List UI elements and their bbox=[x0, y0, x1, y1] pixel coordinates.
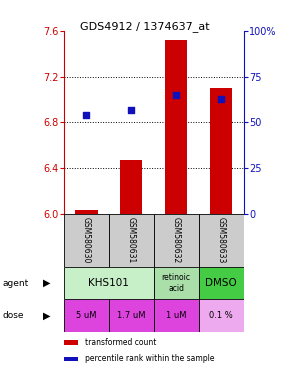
Text: GSM580633: GSM580633 bbox=[217, 217, 226, 263]
Text: DMSO: DMSO bbox=[205, 278, 237, 288]
Bar bbox=[64, 214, 109, 267]
Text: 1 uM: 1 uM bbox=[166, 311, 186, 320]
Bar bbox=[154, 267, 199, 300]
Text: percentile rank within the sample: percentile rank within the sample bbox=[85, 354, 215, 363]
Text: 0.1 %: 0.1 % bbox=[209, 311, 233, 320]
Text: 5 uM: 5 uM bbox=[76, 311, 97, 320]
Bar bbox=[109, 214, 154, 267]
Text: ▶: ▶ bbox=[43, 311, 50, 321]
Text: GDS4912 / 1374637_at: GDS4912 / 1374637_at bbox=[80, 21, 210, 32]
Text: KHS101: KHS101 bbox=[88, 278, 129, 288]
Bar bbox=[165, 40, 187, 214]
Text: agent: agent bbox=[3, 279, 29, 288]
Bar bbox=[120, 160, 142, 214]
Bar bbox=[154, 300, 199, 332]
Bar bbox=[199, 300, 244, 332]
Text: GSM580632: GSM580632 bbox=[172, 217, 181, 263]
Bar bbox=[199, 267, 244, 300]
Bar bbox=[64, 267, 154, 300]
Point bbox=[129, 106, 134, 113]
Text: retinoic
acid: retinoic acid bbox=[162, 273, 191, 293]
Point bbox=[174, 92, 179, 98]
Text: GSM580630: GSM580630 bbox=[82, 217, 91, 263]
Bar bbox=[199, 214, 244, 267]
Bar bbox=[64, 357, 78, 361]
Bar bbox=[109, 300, 154, 332]
Point bbox=[84, 112, 89, 118]
Text: dose: dose bbox=[3, 311, 24, 320]
Text: GSM580631: GSM580631 bbox=[127, 217, 136, 263]
Bar bbox=[64, 300, 109, 332]
Point bbox=[219, 96, 224, 102]
Bar bbox=[154, 214, 199, 267]
Bar bbox=[64, 341, 78, 345]
Bar bbox=[75, 210, 97, 214]
Bar bbox=[210, 88, 232, 214]
Text: 1.7 uM: 1.7 uM bbox=[117, 311, 146, 320]
Text: transformed count: transformed count bbox=[85, 338, 157, 347]
Text: ▶: ▶ bbox=[43, 278, 50, 288]
